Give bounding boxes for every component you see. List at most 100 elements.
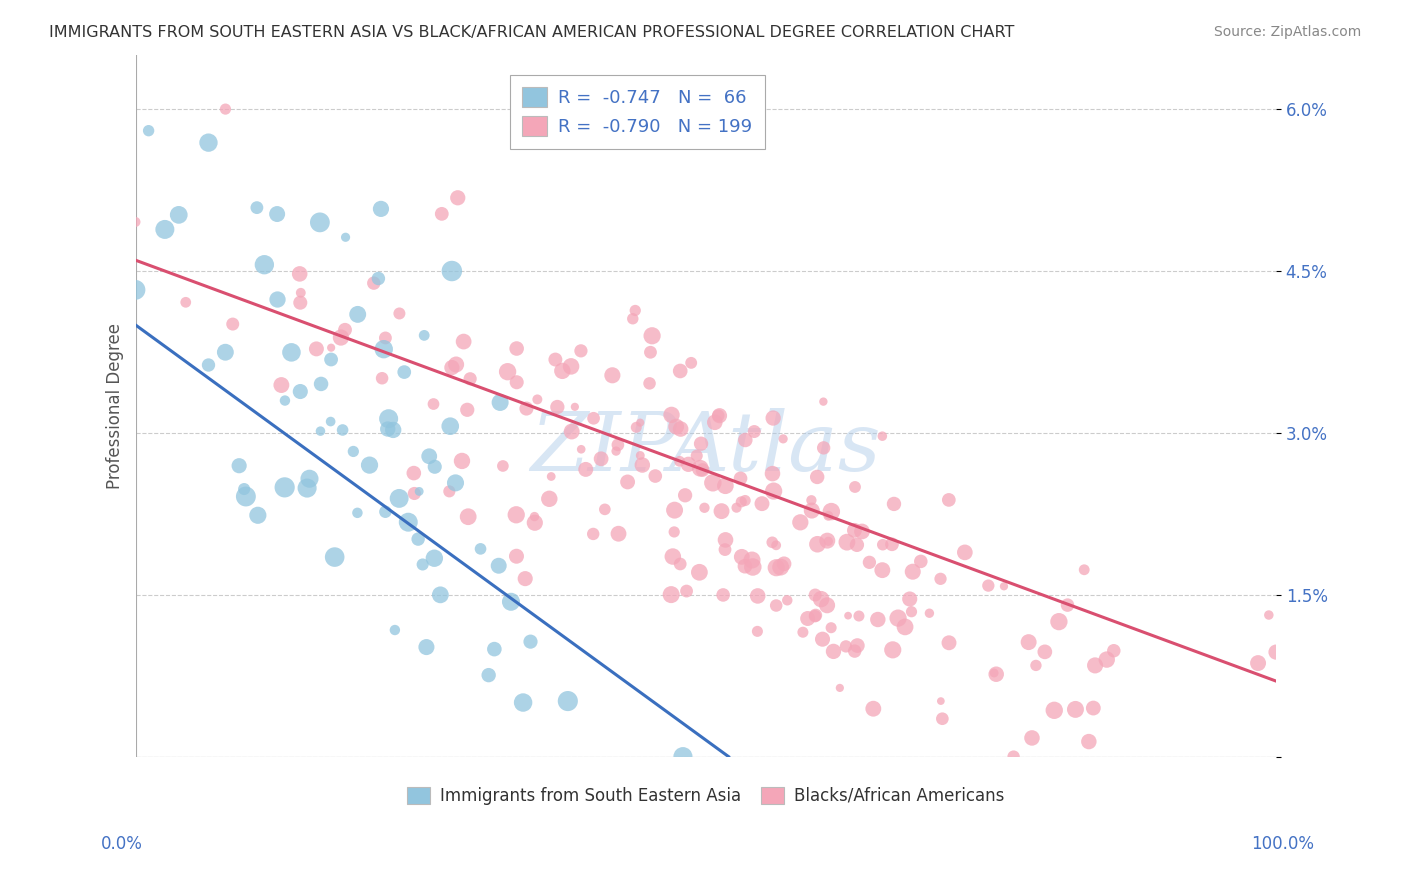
- Point: [672, 749, 695, 764]
- Point: [515, 401, 537, 416]
- Point: [456, 402, 478, 417]
- Point: [880, 537, 903, 551]
- Point: [796, 611, 818, 625]
- Point: [266, 293, 288, 307]
- Point: [848, 609, 870, 624]
- Point: [422, 397, 444, 411]
- Point: [898, 592, 921, 607]
- Point: [931, 712, 953, 726]
- Point: [638, 376, 661, 391]
- Point: [429, 588, 451, 602]
- Point: [439, 419, 461, 434]
- Point: [765, 538, 787, 552]
- Point: [844, 480, 866, 494]
- Point: [333, 323, 356, 337]
- Point: [418, 450, 440, 464]
- Point: [371, 371, 394, 385]
- Point: [492, 458, 515, 473]
- Point: [607, 526, 630, 541]
- Point: [569, 442, 592, 457]
- Text: 100.0%: 100.0%: [1251, 835, 1315, 853]
- Point: [689, 461, 711, 475]
- Point: [342, 444, 364, 458]
- Point: [900, 605, 922, 619]
- Point: [872, 429, 894, 443]
- Point: [669, 422, 692, 436]
- Point: [266, 207, 288, 221]
- Point: [593, 502, 616, 516]
- Point: [1021, 731, 1043, 745]
- Point: [845, 538, 868, 552]
- Point: [703, 415, 725, 429]
- Point: [747, 589, 769, 603]
- Point: [628, 416, 651, 430]
- Y-axis label: Professional Degree: Professional Degree: [107, 323, 124, 489]
- Point: [872, 538, 894, 552]
- Point: [1095, 652, 1118, 666]
- Point: [929, 694, 952, 708]
- Point: [505, 376, 527, 390]
- Point: [710, 504, 733, 518]
- Point: [1083, 701, 1105, 715]
- Point: [214, 345, 236, 359]
- Point: [837, 608, 859, 623]
- Point: [835, 535, 858, 549]
- Point: [628, 449, 651, 463]
- Point: [953, 545, 976, 559]
- Point: [882, 643, 904, 657]
- Point: [804, 608, 827, 623]
- Point: [394, 365, 416, 379]
- Point: [673, 488, 696, 502]
- Point: [415, 640, 437, 654]
- Point: [439, 484, 461, 499]
- Point: [707, 409, 730, 423]
- Point: [901, 565, 924, 579]
- Point: [138, 124, 160, 138]
- Point: [124, 215, 146, 229]
- Point: [765, 560, 787, 574]
- Point: [800, 503, 823, 517]
- Point: [295, 481, 318, 495]
- Point: [499, 595, 522, 609]
- Point: [519, 634, 541, 648]
- Point: [730, 495, 752, 509]
- Point: [290, 384, 312, 399]
- Point: [444, 475, 467, 490]
- Point: [359, 458, 381, 472]
- Point: [478, 668, 501, 682]
- Point: [709, 409, 731, 423]
- Point: [505, 342, 527, 356]
- Point: [489, 395, 512, 409]
- Point: [887, 611, 910, 625]
- Point: [675, 584, 697, 599]
- Point: [440, 264, 463, 278]
- Point: [526, 392, 548, 407]
- Point: [484, 642, 506, 657]
- Point: [1265, 645, 1288, 659]
- Point: [384, 623, 406, 637]
- Point: [253, 258, 276, 272]
- Point: [820, 621, 842, 635]
- Point: [174, 295, 197, 310]
- Point: [453, 334, 475, 349]
- Point: [811, 632, 834, 647]
- Text: IMMIGRANTS FROM SOUTH EASTERN ASIA VS BLACK/AFRICAN AMERICAN PROFESSIONAL DEGREE: IMMIGRANTS FROM SOUTH EASTERN ASIA VS BL…: [49, 25, 1015, 40]
- Point: [323, 550, 346, 565]
- Point: [505, 508, 527, 522]
- Point: [693, 500, 716, 515]
- Point: [1077, 734, 1099, 748]
- Point: [309, 424, 332, 438]
- Point: [382, 423, 405, 437]
- Point: [669, 557, 692, 571]
- Point: [789, 516, 811, 530]
- Point: [806, 470, 828, 484]
- Point: [747, 624, 769, 639]
- Point: [761, 535, 783, 549]
- Point: [1056, 598, 1078, 612]
- Point: [659, 588, 682, 602]
- Point: [1047, 615, 1070, 629]
- Point: [523, 509, 546, 524]
- Point: [560, 359, 582, 374]
- Point: [640, 345, 662, 359]
- Point: [290, 285, 312, 300]
